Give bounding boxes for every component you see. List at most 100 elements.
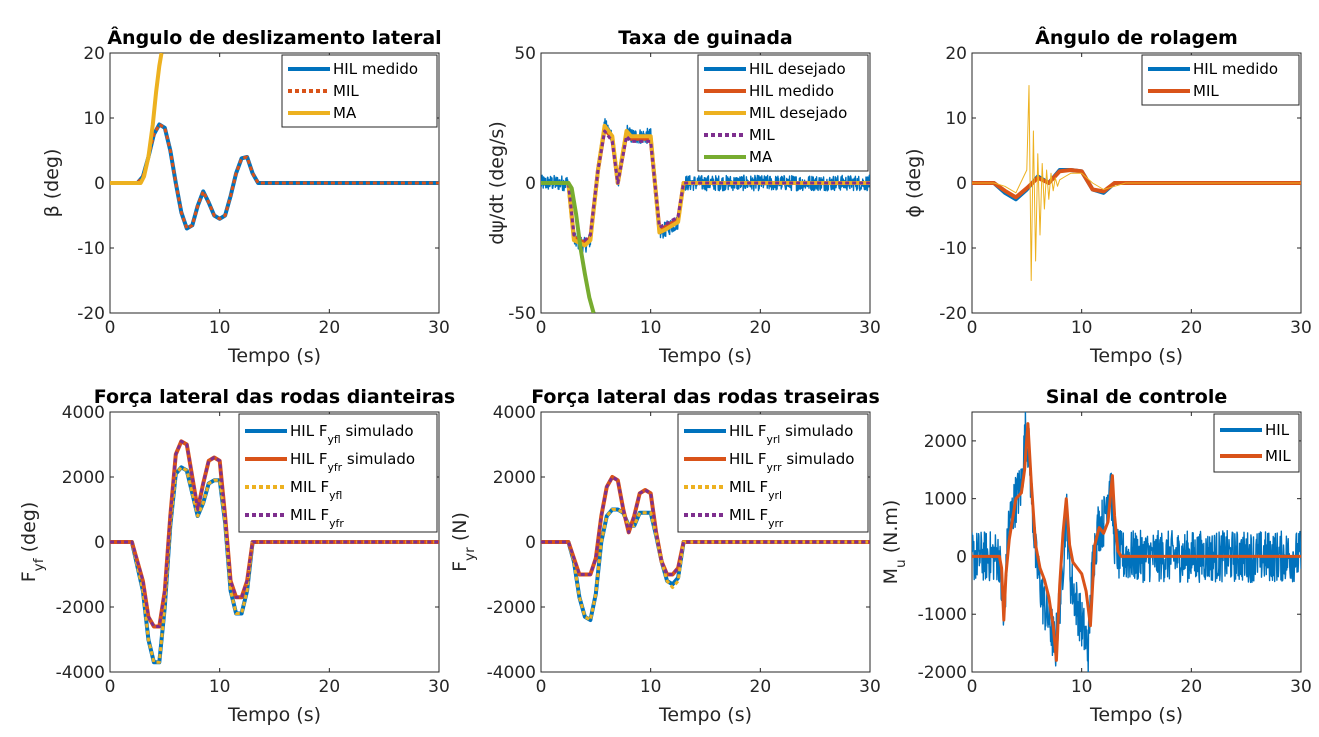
y-tick-label: 2000 (493, 468, 536, 488)
x-tick-label: 30 (859, 677, 881, 697)
chart-title: Força lateral das rodas traseiras (531, 386, 880, 408)
series-line-3 (110, 53, 164, 185)
x-tick-label: 20 (319, 677, 341, 697)
legend: HIL Fyrl simulado HIL Fyrr simulado MIL Fy… (677, 413, 869, 533)
chart-title: Sinal de controle (1046, 386, 1228, 408)
legend-label: HIL medido (1193, 60, 1278, 78)
x-tick-label: 0 (967, 677, 978, 697)
series-line-3 (972, 85, 1301, 281)
y-tick-label: -20 (77, 304, 105, 324)
chart-title: Ângulo de deslizamento lateral (107, 26, 441, 49)
x-tick-label: 10 (209, 318, 231, 338)
legend-label: HIL medido (749, 82, 834, 100)
chart-title: Taxa de guinada (618, 27, 793, 49)
legend-label: MIL (333, 82, 359, 100)
y-tick-label: 0 (525, 174, 536, 194)
x-tick-label: 20 (750, 318, 772, 338)
y-tick-label: -4000 (487, 663, 536, 683)
legend-label: MA (333, 104, 357, 122)
y-tick-label: -4000 (56, 663, 105, 683)
x-tick-label: 10 (640, 318, 662, 338)
legend: HIL medido MIL MA (281, 54, 438, 128)
legend-label: HIL Fyfl simulado (290, 422, 414, 446)
x-tick-label: 0 (105, 318, 116, 338)
y-axis-label: β (deg) (41, 149, 63, 218)
x-axis-label: Tempo (s) (227, 345, 321, 367)
y-tick-label: 0 (94, 533, 105, 553)
y-tick-label: -10 (77, 239, 105, 259)
y-tick-label: -10 (939, 239, 967, 259)
x-tick-label: 30 (428, 677, 450, 697)
legend-label: HIL Fyrr simulado (729, 450, 854, 474)
legend: HIL desejado HIL medido MIL desejado MIL MA (697, 54, 869, 172)
legend-label: MIL Fyrl (729, 478, 782, 502)
y-axis-label: ϕ (deg) (903, 148, 925, 217)
subplot-6: 0 10 20 30 -2000 -1000 0 1000 2000 Sinal de contr… (880, 386, 1312, 726)
y-tick-label: 20 (83, 44, 105, 64)
y-tick-label: 20 (945, 44, 967, 64)
y-tick-label: -2000 (56, 598, 105, 618)
y-axis-label: dψ/dt (deg/s) (486, 121, 508, 244)
y-tick-label: -1000 (918, 605, 967, 625)
legend-label: HIL medido (333, 60, 418, 78)
series-line-2 (972, 422, 1301, 662)
y-tick-label: 0 (956, 174, 967, 194)
series-line-3 (541, 508, 870, 622)
legend-label: MIL (1193, 82, 1219, 100)
subplot-3: 0 10 20 30 -20 -10 0 10 20 Ângulo de rolagem Tempo… (903, 26, 1312, 367)
y-tick-label: -2000 (487, 598, 536, 618)
legend: HIL MIL (1213, 413, 1300, 473)
chart-title: Força lateral das rodas dianteiras (94, 386, 456, 408)
y-tick-label: 2000 (924, 432, 967, 452)
series-line-2 (110, 123, 439, 230)
x-tick-label: 30 (1290, 318, 1312, 338)
y-tick-label: 0 (956, 547, 967, 567)
legend-label: HIL desejado (749, 60, 846, 78)
y-tick-label: 50 (514, 44, 536, 64)
x-tick-label: 30 (859, 318, 881, 338)
y-tick-label: -2000 (918, 663, 967, 683)
x-tick-label: 20 (1181, 677, 1203, 697)
y-axis-label: Fyf (deg) (18, 502, 47, 583)
x-tick-label: 20 (1181, 318, 1203, 338)
x-tick-label: 0 (536, 318, 547, 338)
x-tick-label: 0 (967, 318, 978, 338)
y-axis-label: Fyr (N) (449, 512, 478, 572)
legend-label: MIL (749, 126, 775, 144)
x-axis-label: Tempo (s) (1089, 704, 1183, 726)
series-line-4 (110, 439, 439, 628)
series-line-4 (541, 129, 870, 242)
series-line-2 (972, 168, 1301, 200)
y-tick-label: 0 (525, 533, 536, 553)
x-axis-label: Tempo (s) (227, 704, 321, 726)
legend-label: MIL (1265, 447, 1291, 465)
x-tick-label: 30 (1290, 677, 1312, 697)
legend-label: MIL Fyrr (729, 506, 784, 530)
x-axis-label: Tempo (s) (658, 345, 752, 367)
x-tick-label: 0 (536, 677, 547, 697)
chart-title: Ângulo de rolagem (1035, 26, 1238, 49)
x-tick-label: 10 (1071, 318, 1093, 338)
y-tick-label: 10 (83, 109, 105, 129)
series-line-5 (541, 181, 596, 313)
series-line-4 (541, 475, 870, 576)
y-tick-label: 2000 (62, 468, 105, 488)
y-tick-label: -50 (508, 304, 536, 324)
legend-label: MA (749, 148, 773, 166)
legend: HIL medido MIL (1141, 54, 1300, 106)
x-tick-label: 10 (1071, 677, 1093, 697)
legend-label: MIL Fyfr (290, 506, 344, 530)
y-tick-label: 10 (945, 109, 967, 129)
x-tick-label: 20 (750, 677, 772, 697)
series-line-3 (110, 465, 439, 664)
y-tick-label: 4000 (62, 403, 105, 423)
y-tick-label: 0 (94, 174, 105, 194)
x-tick-label: 10 (209, 677, 231, 697)
x-tick-label: 30 (428, 318, 450, 338)
x-axis-label: Tempo (s) (658, 704, 752, 726)
